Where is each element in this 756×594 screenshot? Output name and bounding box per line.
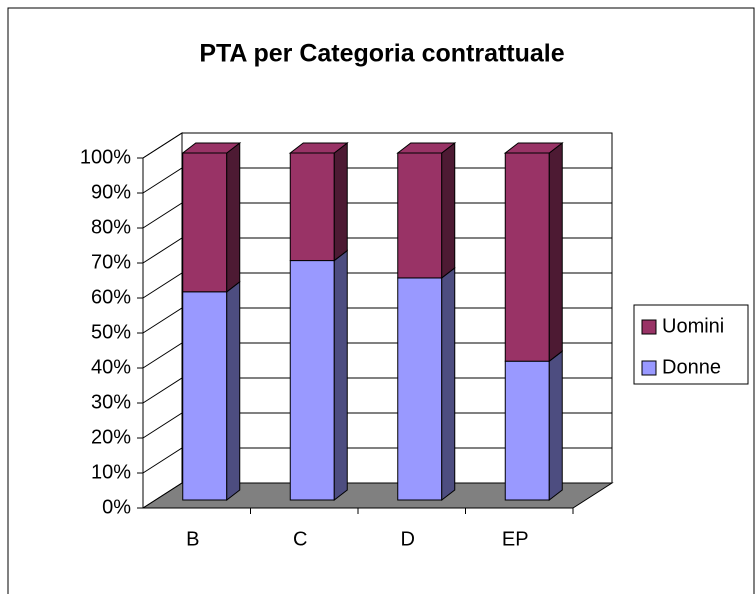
y-tick-label: 0%: [102, 496, 131, 518]
y-tick-label: 90%: [91, 181, 131, 203]
y-tick-label: 20%: [91, 426, 131, 448]
legend-label: Uomini: [662, 315, 724, 337]
bar-side: [441, 266, 456, 502]
grid-line: [142, 167, 612, 194]
bar-front: [289, 260, 335, 501]
bar-top: [288, 142, 349, 154]
bar-side: [548, 141, 563, 363]
bar-side: [333, 141, 348, 262]
legend-label: Donne: [662, 356, 721, 378]
legend-swatch: [641, 319, 657, 335]
bar-front: [504, 152, 550, 362]
side-wall: [142, 132, 183, 483]
bar-front: [397, 277, 443, 501]
bar-side: [226, 280, 241, 502]
grid-line: [142, 482, 612, 509]
x-tick-label: D: [401, 528, 415, 550]
y-tick-label: 70%: [91, 251, 131, 273]
y-tick-label: 50%: [91, 321, 131, 343]
bar-front: [504, 360, 550, 501]
bar-side: [548, 350, 563, 502]
bar-side: [333, 249, 348, 502]
bar-front: [289, 152, 335, 262]
y-tick-label: 80%: [91, 216, 131, 238]
grid-line: [142, 412, 612, 439]
grid-line: [142, 237, 612, 264]
y-tick-label: 40%: [91, 356, 131, 378]
y-tick-label: 100%: [80, 146, 131, 168]
x-tick-label: C: [293, 528, 307, 550]
grid-line: [142, 377, 612, 404]
bar-top: [181, 142, 242, 154]
x-tick-label: B: [186, 528, 199, 550]
x-tick-label: EP: [502, 528, 529, 550]
bar-side: [226, 141, 241, 293]
y-tick-label: 60%: [91, 286, 131, 308]
bar-front: [182, 291, 228, 501]
legend-box: [633, 304, 749, 385]
y-tick-label: 10%: [91, 461, 131, 483]
grid-line: [142, 447, 612, 474]
grid-line: [142, 307, 612, 334]
grid-line: [142, 202, 612, 229]
grid-line: [142, 132, 612, 159]
bar-front: [182, 152, 228, 293]
bar-front: [397, 152, 443, 279]
bar-top: [503, 142, 564, 154]
bar-top: [396, 142, 457, 154]
chart-border: [7, 7, 755, 594]
bar-side: [441, 141, 456, 279]
grid-line: [142, 342, 612, 369]
grid-line: [142, 272, 612, 299]
y-tick-label: 30%: [91, 391, 131, 413]
chart-title: PTA per Categoria contrattuale: [199, 40, 564, 68]
legend-swatch: [641, 360, 657, 376]
